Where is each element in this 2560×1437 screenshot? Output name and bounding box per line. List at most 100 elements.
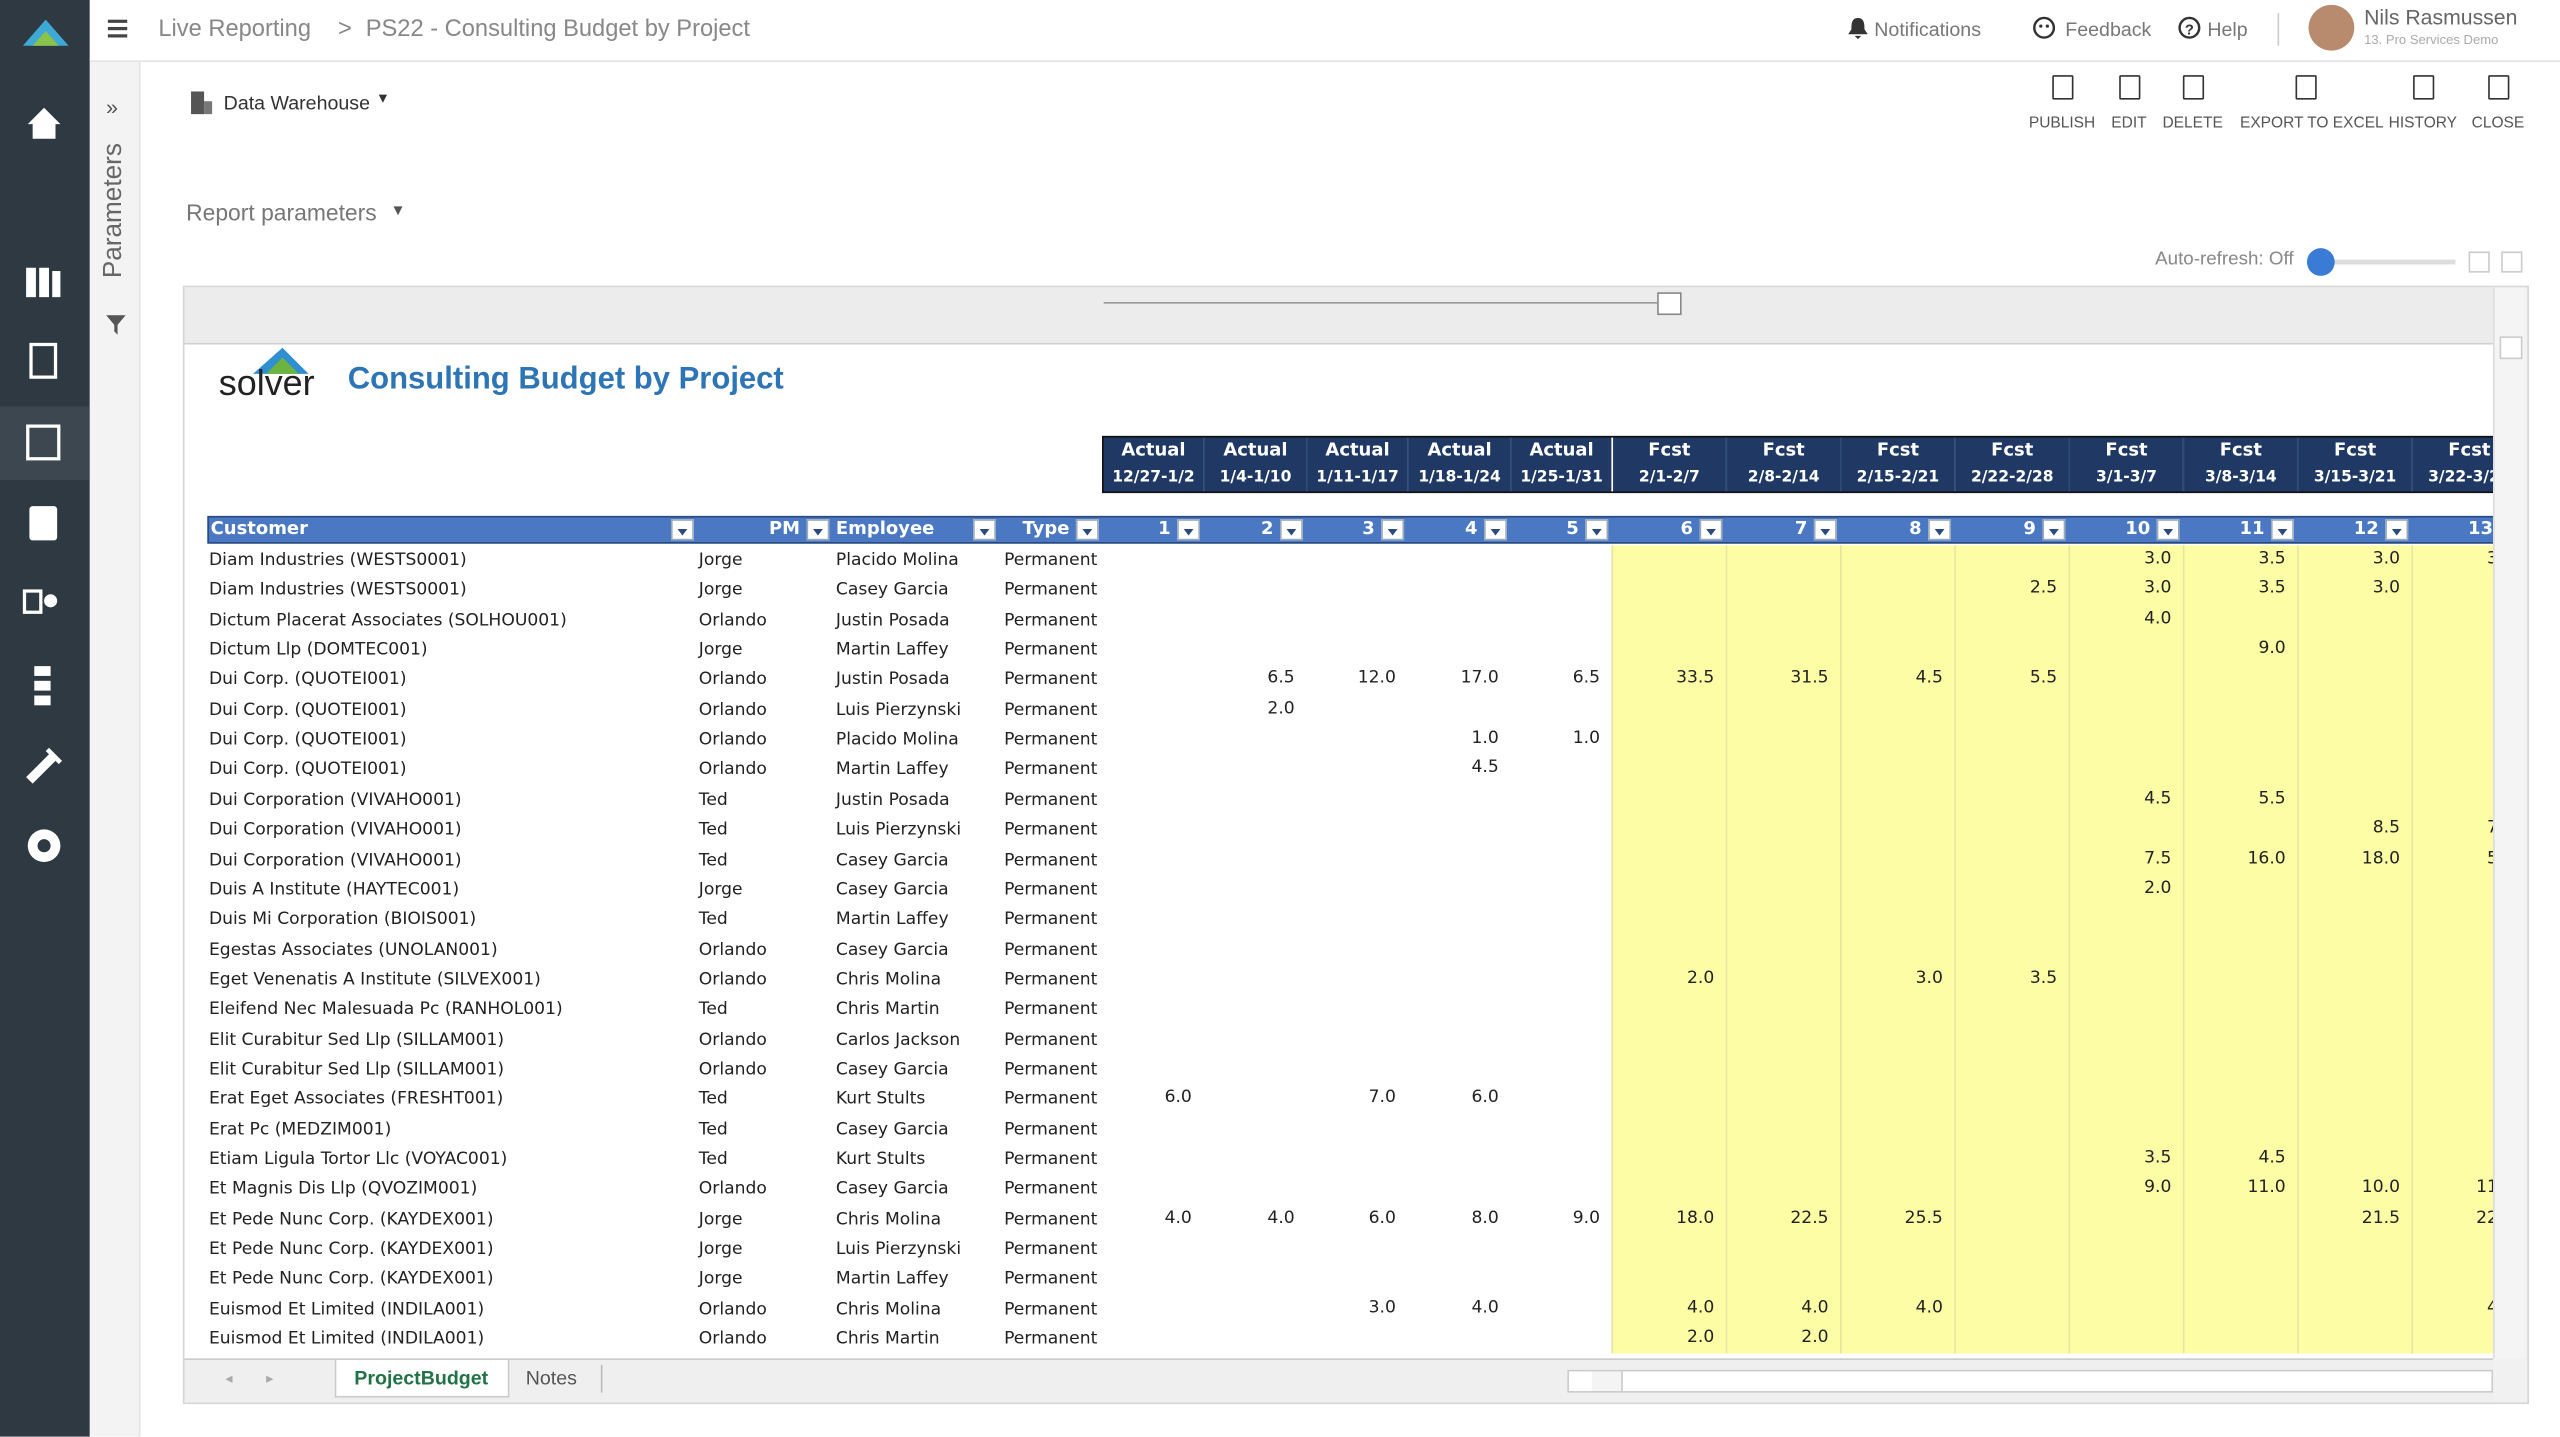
action-icon[interactable] xyxy=(2488,75,2510,100)
avatar[interactable] xyxy=(2308,4,2355,51)
filter-button[interactable] xyxy=(1484,519,1507,542)
users-icon[interactable] xyxy=(22,589,43,614)
scroll-thumb[interactable] xyxy=(1591,1371,1623,1392)
action-button[interactable]: CLOSE xyxy=(2471,114,2525,133)
library-icon[interactable] xyxy=(52,271,61,298)
active-tab[interactable] xyxy=(334,1359,510,1398)
grid-button[interactable] xyxy=(2501,251,2523,273)
period-dates: 1/18-1/24 xyxy=(1418,468,1501,487)
breadcrumb-link[interactable]: Live Reporting xyxy=(158,16,312,43)
action-button[interactable]: DELETE xyxy=(2162,114,2223,133)
parameters-label[interactable]: Parameters xyxy=(99,143,128,279)
data-source-dropdown[interactable]: Data Warehouse xyxy=(223,91,370,115)
filter-button[interactable] xyxy=(671,519,694,542)
filter-caret[interactable] xyxy=(1179,524,1199,542)
action-icon[interactable] xyxy=(2295,75,2317,100)
library-icon[interactable] xyxy=(39,267,49,298)
filter-button[interactable] xyxy=(1075,519,1099,542)
flow-icon[interactable] xyxy=(34,666,51,676)
solver-logo: solver xyxy=(218,362,315,404)
filter-caret[interactable] xyxy=(1383,524,1403,542)
filter-button[interactable] xyxy=(806,519,830,542)
filter-caret[interactable] xyxy=(2044,524,2064,542)
notifications-button[interactable]: Notifications xyxy=(1874,17,1982,41)
expand-icon[interactable]: » xyxy=(106,94,118,120)
period-header: Actual 1/4-1/10 xyxy=(1203,435,1307,494)
horizontal-scrollbar[interactable] xyxy=(1567,1369,2494,1393)
filter-button[interactable] xyxy=(1928,519,1952,542)
filter-caret[interactable] xyxy=(2273,524,2293,542)
feedback-icon[interactable] xyxy=(2033,16,2056,39)
action-icon[interactable] xyxy=(2182,75,2205,100)
filter-button[interactable] xyxy=(973,519,996,542)
filter-button[interactable] xyxy=(1177,519,1200,542)
action-icon[interactable] xyxy=(2413,75,2435,100)
tab-scroll-left[interactable]: ◂ xyxy=(225,1369,233,1387)
filter-button[interactable] xyxy=(2042,519,2066,542)
table-cell: 3.5 xyxy=(2258,548,2286,569)
tools-icon[interactable] xyxy=(26,747,63,784)
auto-refresh-track[interactable] xyxy=(2318,259,2456,265)
action-button[interactable]: EXPORT TO EXCEL xyxy=(2239,114,2384,133)
home-icon[interactable] xyxy=(27,107,61,139)
filter-caret[interactable] xyxy=(2387,524,2407,542)
filter-caret[interactable] xyxy=(1701,524,1721,542)
bell-icon[interactable] xyxy=(1848,16,1868,40)
flow-icon[interactable] xyxy=(34,695,51,706)
filter-caret[interactable] xyxy=(1078,524,1098,542)
filter-caret[interactable] xyxy=(1486,524,1506,542)
action-icon[interactable] xyxy=(2119,75,2141,100)
dropdown-caret[interactable]: ▾ xyxy=(378,89,387,108)
filter-caret[interactable] xyxy=(673,524,693,542)
action-icon[interactable] xyxy=(2052,75,2074,100)
collapse-button[interactable] xyxy=(1657,292,1682,316)
filter-button[interactable] xyxy=(2156,519,2180,542)
users-icon[interactable] xyxy=(44,594,58,608)
scroll-thumb[interactable] xyxy=(2499,336,2523,360)
feedback-button[interactable]: Feedback xyxy=(2065,17,2152,41)
tab-scroll-right[interactable]: ▸ xyxy=(266,1369,274,1387)
help-button[interactable]: Help xyxy=(2207,17,2248,41)
table-cell: 6.0 xyxy=(1471,1087,1499,1108)
filter-icon[interactable] xyxy=(106,315,126,335)
filter-button[interactable] xyxy=(1585,519,1609,542)
action-button[interactable]: HISTORY xyxy=(2388,114,2458,133)
action-button[interactable]: EDIT xyxy=(2111,114,2147,133)
filter-caret[interactable] xyxy=(2158,524,2178,542)
user-name[interactable]: Nils Rasmussen xyxy=(2364,4,2518,30)
sheet-tab[interactable]: Notes xyxy=(525,1366,577,1390)
period-dates: 12/27-1/2 xyxy=(1112,468,1195,487)
filter-caret[interactable] xyxy=(1282,524,1302,542)
filter-button[interactable] xyxy=(2385,519,2409,542)
action-button[interactable]: PUBLISH xyxy=(2028,114,2096,133)
sidebar-icons xyxy=(0,19,90,863)
expand-button[interactable] xyxy=(2468,251,2490,273)
table-cell: Orlando xyxy=(698,1299,767,1319)
filter-caret[interactable] xyxy=(808,524,828,542)
reports-icon[interactable] xyxy=(26,424,61,461)
calculator-icon[interactable] xyxy=(29,506,58,541)
vertical-scrollbar[interactable] xyxy=(2493,287,2526,1359)
sheet-tab[interactable]: ProjectBudget xyxy=(354,1366,489,1390)
table-cell: 3.5 xyxy=(2144,1147,2172,1168)
filter-caret[interactable] xyxy=(1587,524,1607,542)
menu-icon[interactable] xyxy=(107,19,128,38)
dropdown-caret[interactable]: ▾ xyxy=(393,200,403,221)
help-icon[interactable]: ? xyxy=(2178,16,2201,39)
tasks-icon[interactable] xyxy=(29,342,58,379)
column-header: Employee xyxy=(835,517,935,539)
filter-caret[interactable] xyxy=(1930,524,1950,542)
flow-icon[interactable] xyxy=(34,680,51,691)
period-kind: Fcst xyxy=(2448,439,2491,461)
filter-button[interactable] xyxy=(1699,519,1723,542)
filter-button[interactable] xyxy=(2271,519,2294,542)
auto-refresh-toggle[interactable] xyxy=(2306,248,2335,276)
filter-caret[interactable] xyxy=(975,524,995,542)
library-icon[interactable] xyxy=(26,267,36,298)
filter-button[interactable] xyxy=(1813,519,1837,542)
nav-icons[interactable] xyxy=(0,107,90,863)
filter-button[interactable] xyxy=(1381,519,1405,542)
report-parameters-toggle[interactable]: Report parameters xyxy=(186,199,377,226)
filter-button[interactable] xyxy=(1279,519,1303,542)
filter-caret[interactable] xyxy=(1816,524,1836,542)
